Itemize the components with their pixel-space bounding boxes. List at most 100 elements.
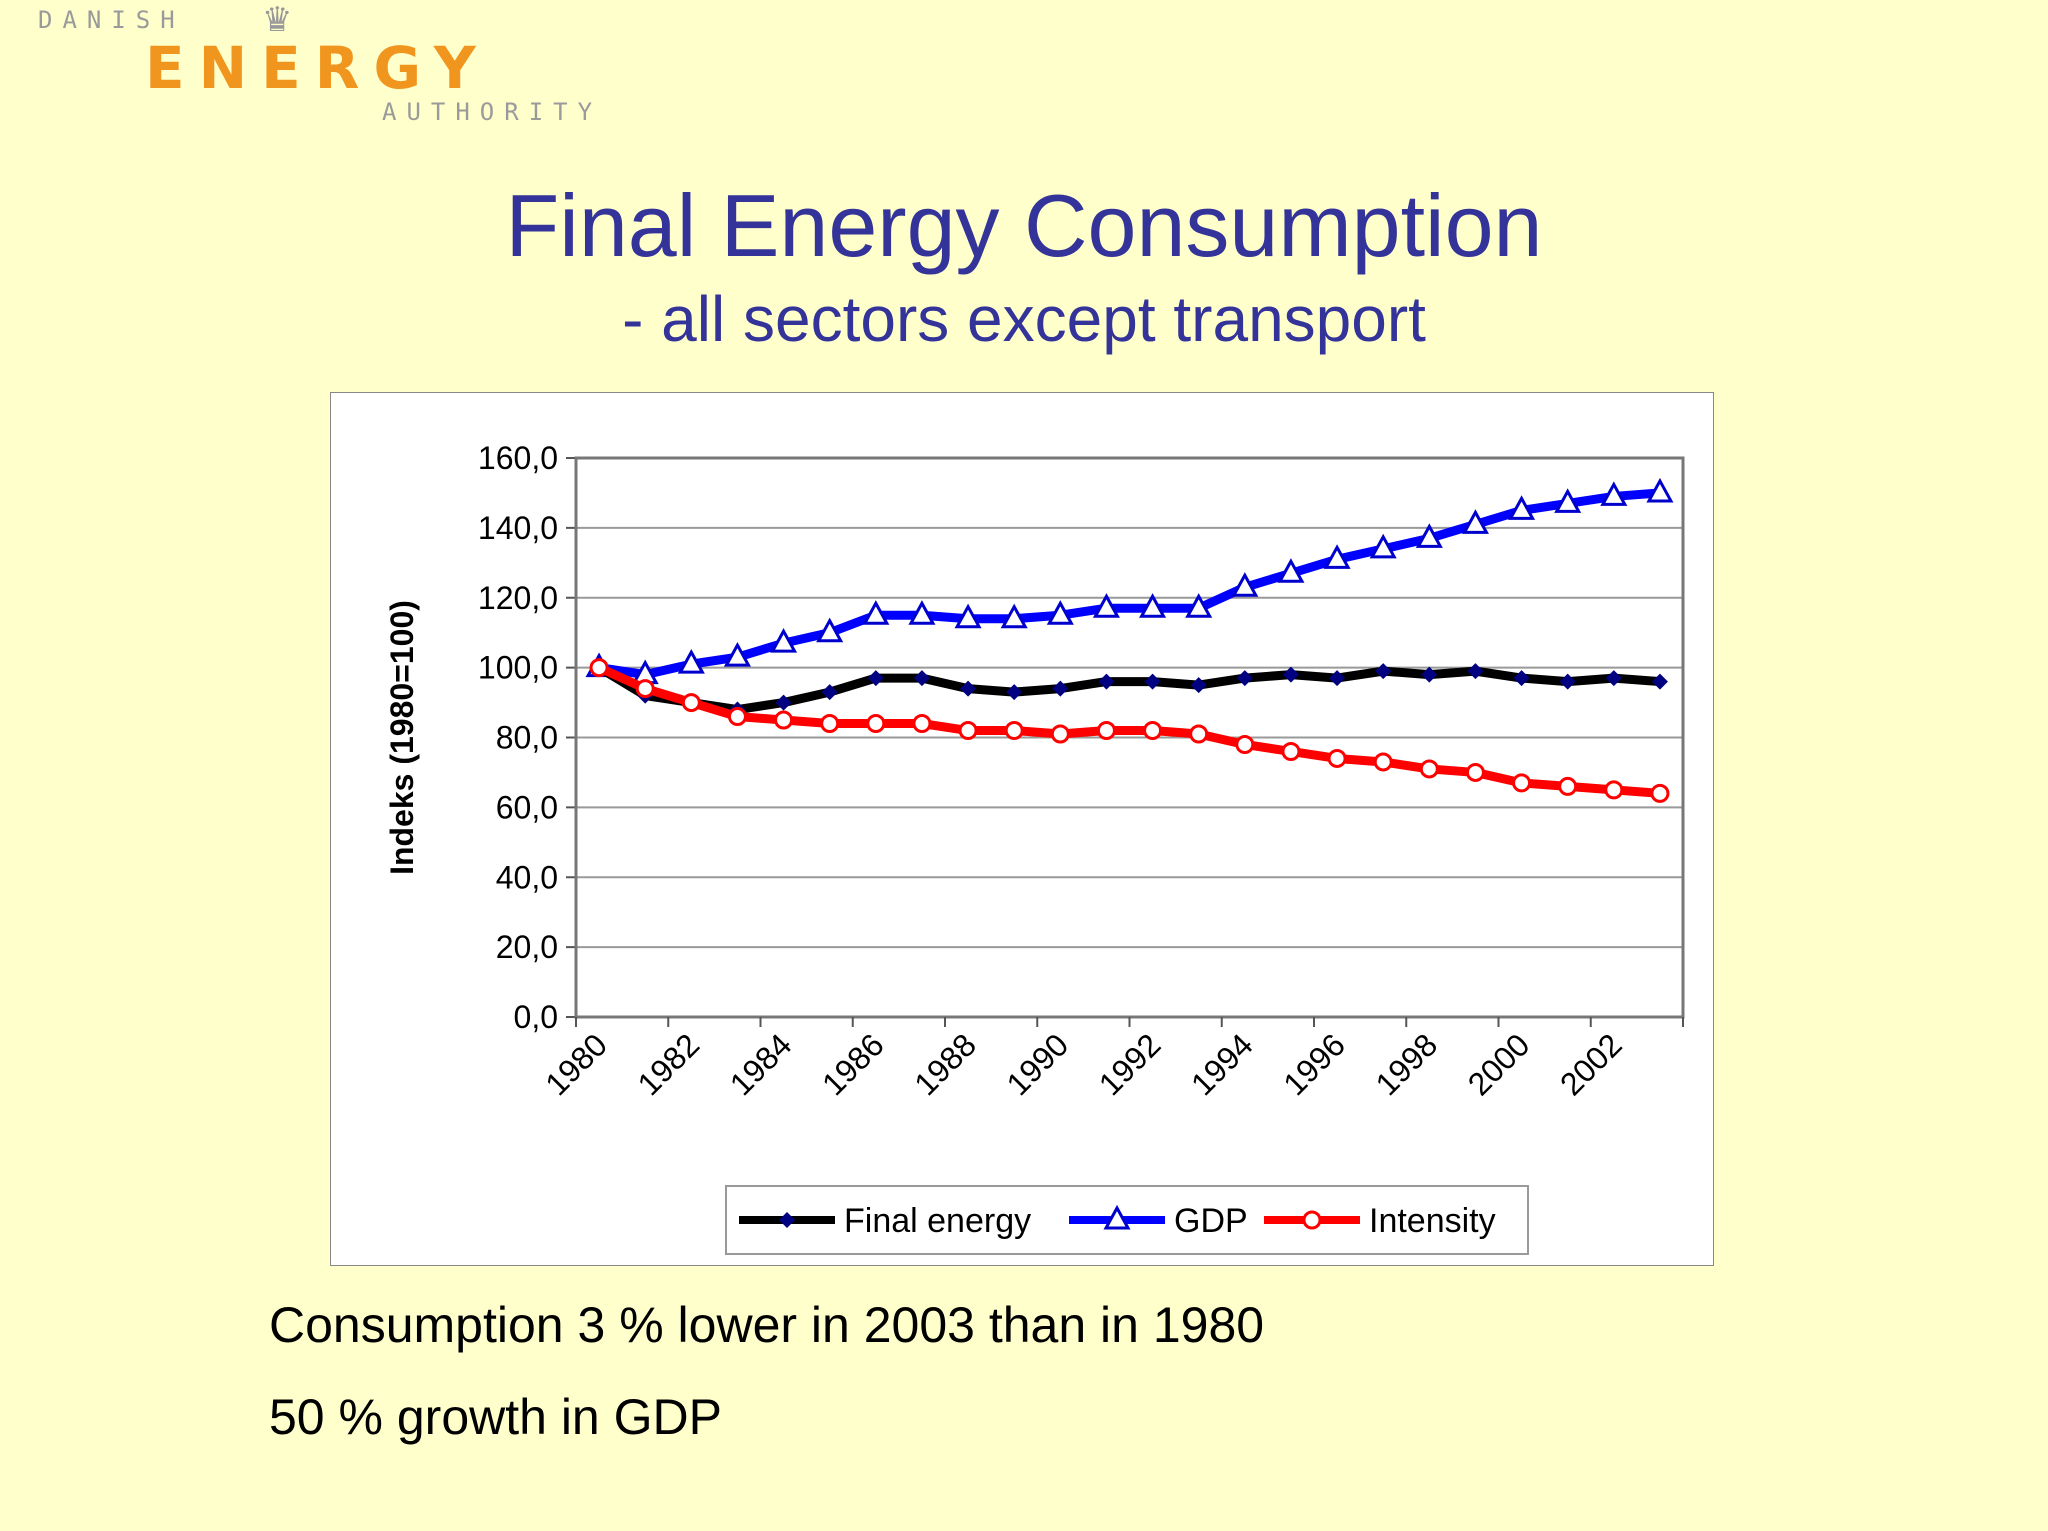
- data-point-intensity: [1558, 776, 1578, 796]
- x-tick-label: 1996: [1276, 1026, 1352, 1102]
- data-point-intensity: [1650, 783, 1670, 803]
- legend-label: Intensity: [1369, 1202, 1496, 1240]
- data-point-gdp: [1185, 593, 1213, 618]
- data-point-final-energy: [1651, 673, 1668, 690]
- data-point-gdp: [954, 603, 982, 629]
- data-point-gdp: [723, 642, 751, 667]
- y-tick-label: 40,0: [496, 859, 558, 895]
- note-consumption: Consumption 3 % lower in 2003 than in 19…: [269, 1297, 1265, 1353]
- data-point-final-energy: [1052, 680, 1069, 697]
- data-point-intensity: [1512, 773, 1532, 793]
- data-point-intensity: [681, 693, 701, 713]
- data-point-final-energy: [1605, 670, 1622, 687]
- series-line-intensity: [597, 663, 1661, 798]
- data-point-gdp: [677, 649, 705, 674]
- data-point-intensity: [958, 721, 978, 741]
- x-tick-label: 1994: [1184, 1026, 1260, 1102]
- data-point-gdp: [1231, 572, 1259, 597]
- data-point-gdp: [862, 600, 890, 625]
- note-gdp: 50 % growth in GDP: [269, 1389, 722, 1445]
- x-tick-label: 1984: [723, 1026, 799, 1102]
- data-point-final-energy: [1559, 673, 1576, 690]
- data-point-final-energy: [1144, 673, 1161, 690]
- data-point-gdp: [1139, 593, 1167, 618]
- chart-container: 0,0 20,0 40,0 60,0 80,0 100,0 120,0 140,0 160,0 1…: [330, 392, 1714, 1266]
- data-point-intensity: [635, 679, 655, 699]
- data-point-intensity: [1465, 762, 1485, 782]
- logo-line-2: ENERGY: [145, 34, 490, 102]
- data-point-gdp: [1277, 558, 1305, 583]
- data-point-intensity: [774, 710, 794, 730]
- legend-marker: [1302, 1210, 1322, 1230]
- data-point-final-energy: [960, 680, 977, 697]
- legend-marker: [779, 1212, 795, 1228]
- data-point-intensity: [866, 714, 886, 734]
- data-point-intensity: [1235, 734, 1255, 754]
- data-point-intensity: [1096, 721, 1116, 741]
- data-point-intensity: [1189, 724, 1209, 744]
- series-line-final-energy: [596, 663, 1661, 715]
- data-point-gdp: [1415, 523, 1443, 548]
- data-point-final-energy: [1098, 673, 1115, 690]
- legend-label: GDP: [1174, 1202, 1248, 1240]
- y-tick-label: 0,0: [514, 999, 558, 1035]
- x-tick-label: 2000: [1461, 1026, 1537, 1102]
- data-point-gdp: [770, 628, 798, 653]
- data-point-final-energy: [1375, 663, 1392, 680]
- y-tick-label: 20,0: [496, 929, 558, 965]
- data-point-intensity: [1050, 724, 1070, 744]
- legend-label: Final energy: [844, 1202, 1031, 1240]
- data-point-gdp: [1000, 603, 1028, 629]
- data-point-intensity: [589, 658, 609, 678]
- data-point-intensity: [820, 714, 840, 734]
- data-point-intensity: [1143, 721, 1163, 741]
- data-point-intensity: [1419, 759, 1439, 779]
- data-point-intensity: [1604, 780, 1624, 800]
- y-tick-label: 140,0: [478, 510, 558, 546]
- crown-icon: ♛: [262, 1, 293, 39]
- logo-line-3: AUTHORITY: [382, 98, 603, 126]
- data-point-intensity: [727, 707, 747, 727]
- data-point-gdp: [1046, 600, 1074, 625]
- data-point-intensity: [912, 714, 932, 734]
- data-point-final-energy: [1190, 677, 1207, 694]
- data-point-gdp: [1646, 477, 1674, 503]
- data-point-final-energy: [1282, 666, 1299, 683]
- y-tick-label: 120,0: [478, 580, 558, 616]
- y-tick-label: 100,0: [478, 650, 558, 686]
- data-point-final-energy: [1513, 670, 1530, 687]
- data-point-gdp: [1508, 495, 1536, 520]
- logo-line-1: DANISH: [38, 6, 185, 34]
- data-point-gdp: [1461, 509, 1489, 534]
- data-point-intensity: [1004, 721, 1024, 741]
- y-tick-label: 80,0: [496, 720, 558, 756]
- legend-marker: [1103, 1204, 1131, 1230]
- x-tick-label: 1986: [815, 1026, 891, 1102]
- data-point-gdp: [1600, 481, 1628, 506]
- data-point-final-energy: [913, 670, 930, 687]
- data-point-intensity: [1281, 741, 1301, 761]
- data-point-intensity: [1373, 752, 1393, 772]
- y-axis-label: Indeks (1980=100): [384, 600, 420, 875]
- data-point-gdp: [816, 617, 844, 643]
- x-tick-label: 1990: [999, 1026, 1075, 1102]
- x-tick-label: 1992: [1092, 1026, 1168, 1102]
- data-point-final-energy: [1467, 663, 1484, 680]
- slide-subtitle: - all sectors except transport: [622, 283, 1426, 355]
- data-point-final-energy: [1006, 684, 1023, 701]
- x-tick-label: 1998: [1368, 1026, 1444, 1102]
- data-point-final-energy: [775, 694, 792, 711]
- data-point-final-energy: [867, 670, 884, 687]
- data-point-gdp: [1092, 593, 1120, 618]
- data-point-final-energy: [1421, 666, 1438, 683]
- data-point-final-energy: [821, 684, 838, 701]
- x-tick-label: 1988: [907, 1026, 983, 1102]
- y-tick-label: 60,0: [496, 789, 558, 825]
- data-point-final-energy: [1236, 670, 1253, 687]
- data-point-gdp: [1554, 488, 1582, 513]
- danish-energy-authority-logo: DANISH ♛ ENERGY AUTHORITY: [0, 0, 640, 130]
- x-tick-label: 2002: [1553, 1026, 1629, 1102]
- y-tick-label: 160,0: [478, 440, 558, 476]
- data-point-final-energy: [1329, 670, 1346, 687]
- x-tick-label: 1982: [630, 1026, 706, 1102]
